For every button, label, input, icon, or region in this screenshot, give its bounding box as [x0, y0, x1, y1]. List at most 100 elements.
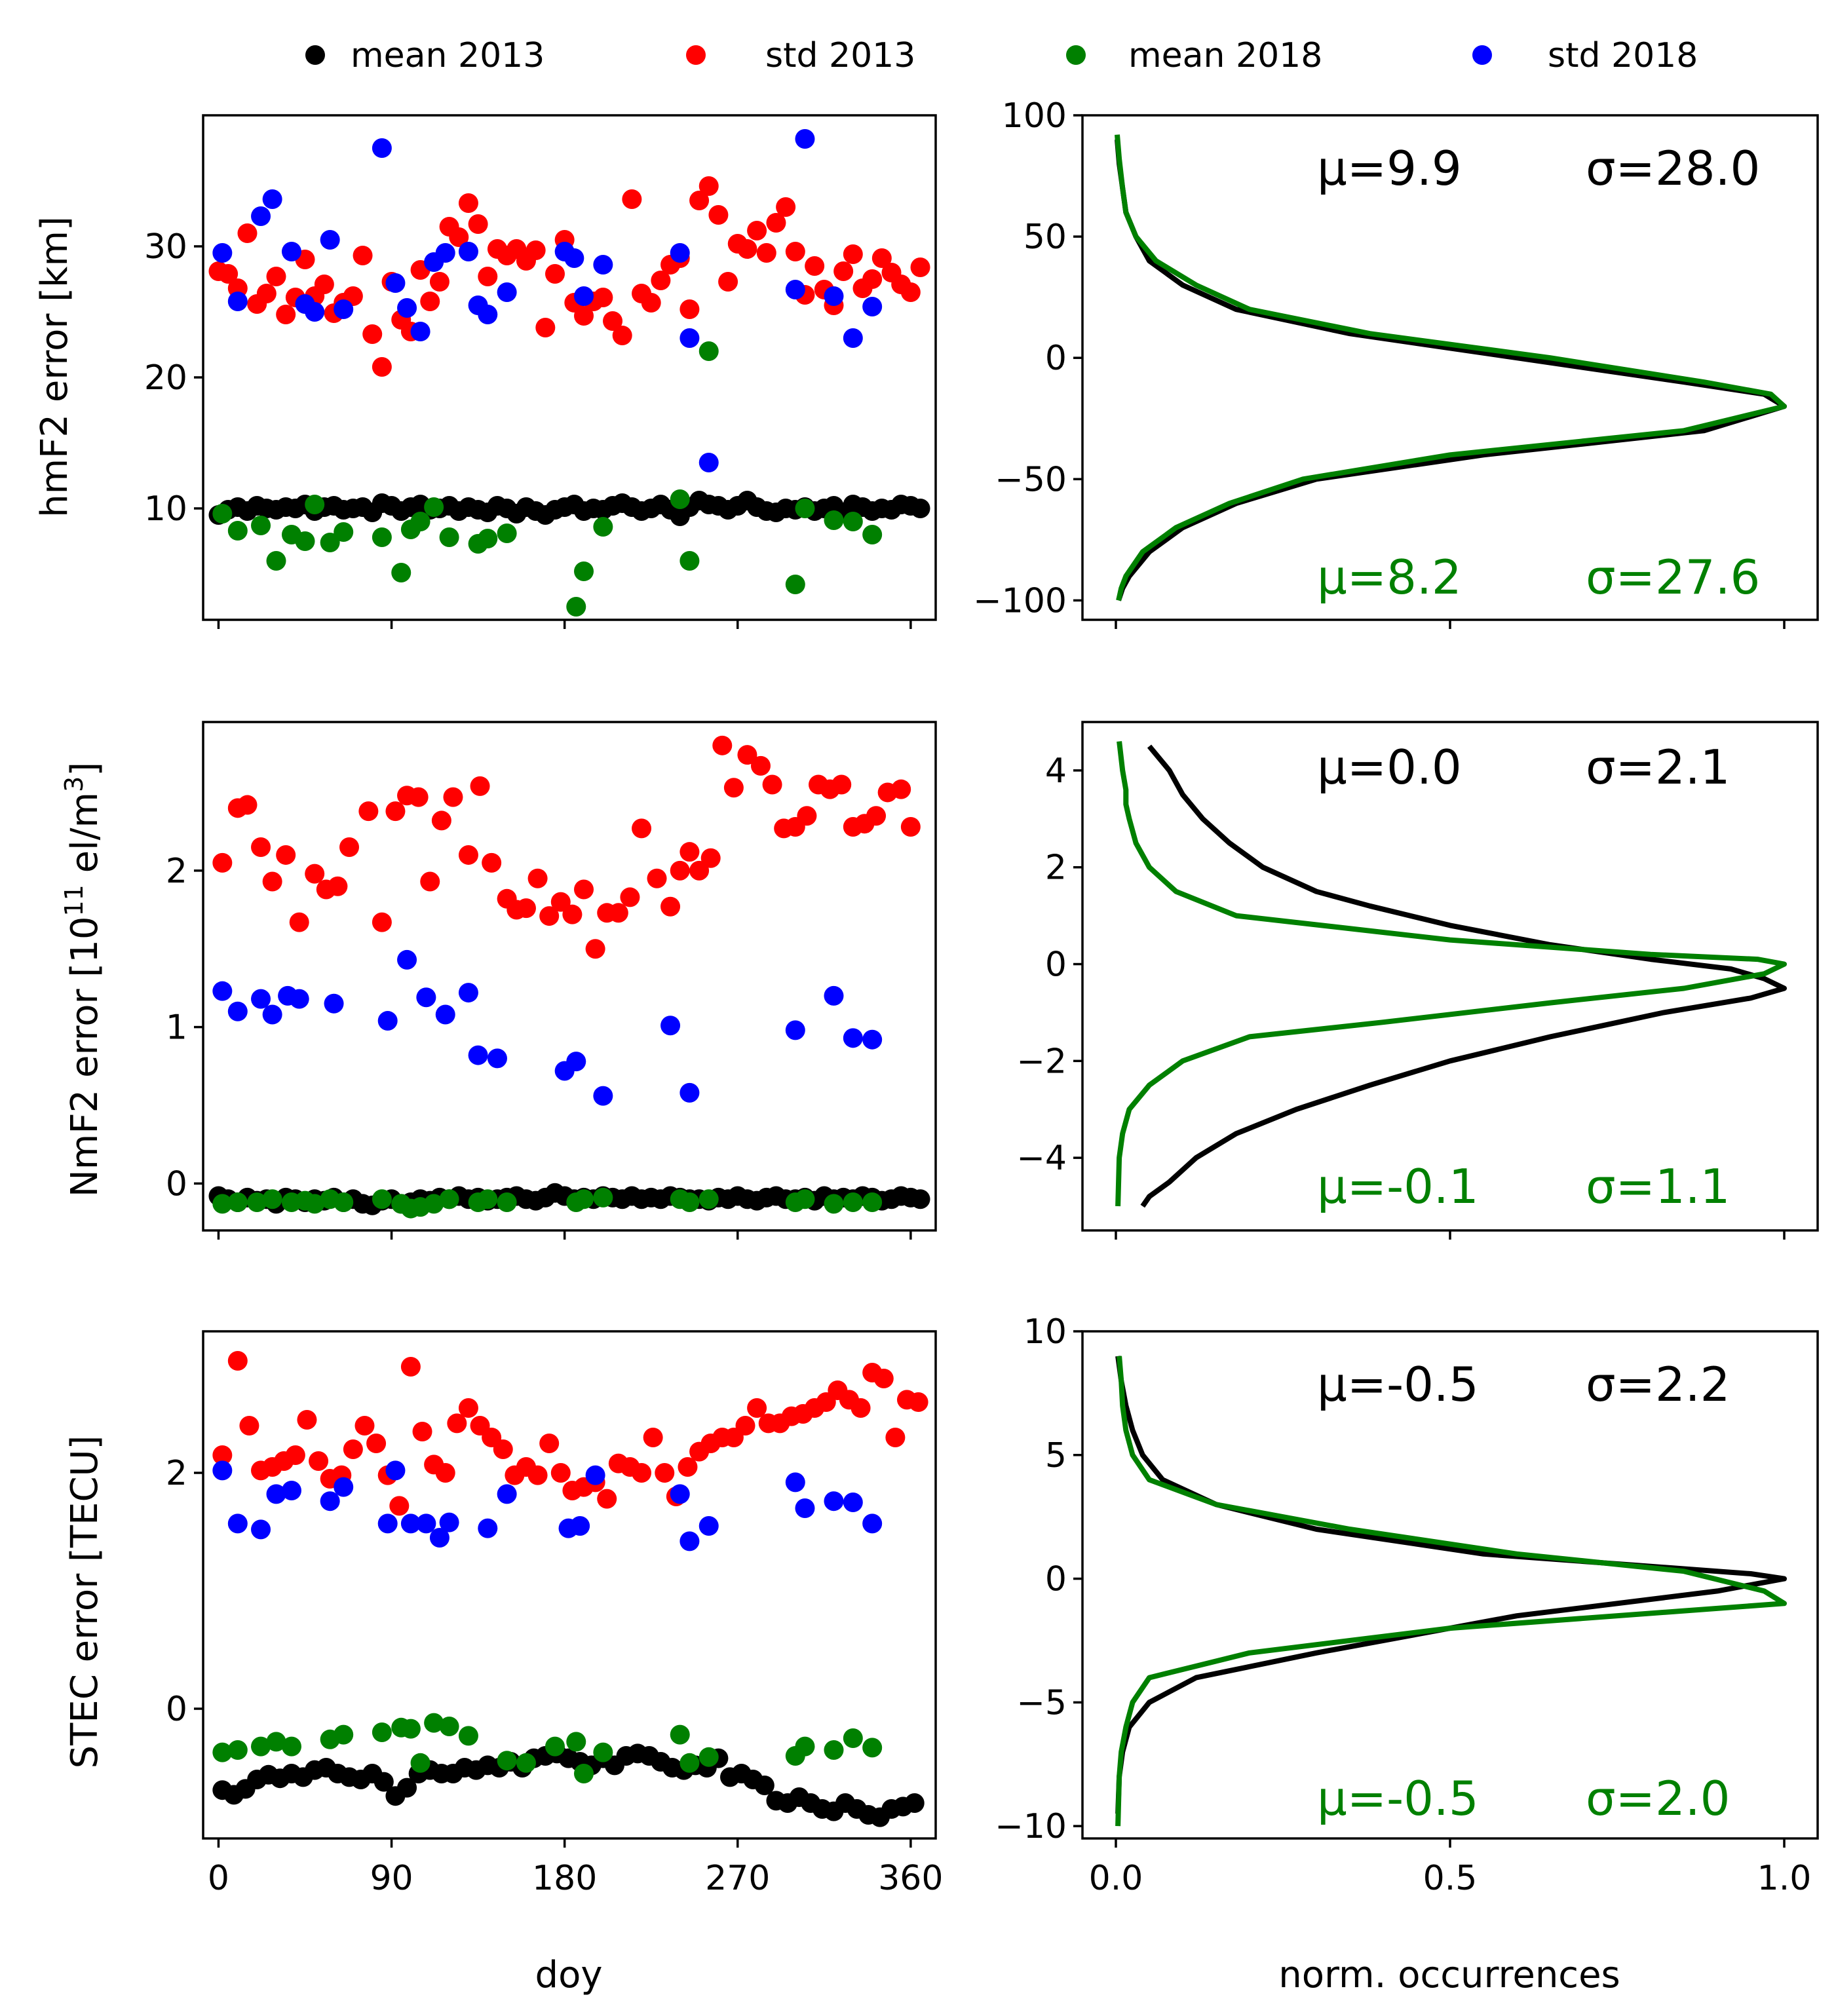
stec-scatter-point-std-2018 — [698, 1516, 719, 1536]
nmf2-scatter-point-std-2013 — [712, 735, 733, 755]
nmf2-scatter-point-mean-2013 — [910, 1189, 930, 1209]
hmf2-scatter-point-std-2013 — [785, 242, 805, 261]
hmf2-distribution-panel: −100 −50 0 50 100 μ=9.9 σ=28.0 μ=8.2 σ=27.6 — [973, 96, 1819, 629]
hmf2-scatter-series-std-2018 — [212, 129, 883, 472]
stec-dist-ytick-label: 5 — [1045, 1436, 1067, 1475]
stec-scatter-point-std-2018 — [862, 1513, 883, 1534]
stec-scatter-point-std-2013 — [227, 1351, 248, 1371]
nmf2-ylabel-end: ] — [64, 762, 106, 776]
nmf2-scatter-point-std-2013 — [620, 887, 640, 907]
hmf2-scatter-point-std-2013 — [900, 282, 921, 302]
hmf2-scatter-point-std-2018 — [564, 248, 584, 268]
nmf2-scatter-point-std-2013 — [431, 810, 451, 831]
stec-scatter-point-std-2013 — [493, 1439, 513, 1459]
hmf2-scatter-point-mean-2018 — [862, 525, 883, 544]
hmf2-scatter-frame — [202, 114, 937, 621]
stec-scatter-point-std-2018 — [227, 1513, 248, 1534]
nmf2-scatter-point-mean-2018 — [424, 1194, 444, 1214]
nmf2-scatter-point-mean-2018 — [862, 1192, 883, 1213]
nmf2-scatter-point-std-2018 — [660, 1016, 681, 1036]
nmf2-scatter-point-std-2013 — [237, 795, 258, 815]
stec-dist-ytick-label: −5 — [1016, 1683, 1067, 1722]
hmf2-scatter-point-std-2018 — [281, 242, 301, 261]
stec-scatter-panel: 0 2 0 90 180 270 360 — [166, 1330, 943, 1898]
hmf2-scatter-point-std-2018 — [305, 302, 325, 322]
stec-scatter-point-std-2018 — [570, 1516, 590, 1536]
hmf2-scatter-point-std-2013 — [545, 264, 565, 284]
nmf2-scatter-point-std-2013 — [632, 818, 652, 839]
hmf2-scatter-point-mean-2013 — [910, 499, 930, 518]
nmf2-scatter-point-mean-2018 — [497, 1192, 517, 1213]
stec-scatter-point-std-2013 — [447, 1413, 467, 1434]
nmf2-scatter-point-std-2013 — [670, 860, 690, 881]
hmf2-scatter-point-std-2013 — [766, 213, 786, 233]
nmf2-scatter-point-mean-2018 — [478, 1189, 498, 1209]
hmf2-scatter-point-std-2018 — [372, 138, 392, 158]
nmf2-scatter-point-std-2013 — [539, 906, 560, 926]
hmf2-scatter-point-mean-2018 — [843, 512, 863, 531]
nmf2-scatter-point-std-2018 — [862, 1029, 883, 1050]
nmf2-scatter-point-mean-2018 — [334, 1192, 354, 1213]
stec-scatter-point-std-2018 — [585, 1465, 605, 1485]
stec-scatter-point-std-2018 — [497, 1484, 517, 1504]
doy-xlabel: doy — [535, 1954, 603, 1996]
hmf2-scatter-point-std-2018 — [385, 273, 406, 293]
stec-scatter-point-std-2018 — [320, 1491, 340, 1512]
hmf2-scatter-point-std-2013 — [871, 248, 892, 268]
hmf2-scatter-point-mean-2018 — [266, 551, 286, 571]
stec-scatter-point-std-2013 — [297, 1410, 317, 1430]
nmf2-scatter-ytick-label: 0 — [166, 1164, 187, 1204]
nmf2-ylabel-mid: el/m — [64, 792, 106, 884]
stec-scatter-point-std-2013 — [239, 1416, 259, 1436]
nmf2-scatter-point-std-2018 — [416, 987, 436, 1008]
stec-scatter-point-mean-2013 — [904, 1793, 925, 1813]
stec-scatter-point-mean-2018 — [574, 1764, 594, 1783]
hmf2-scatter-point-std-2013 — [276, 305, 296, 324]
stec-scatter-xtick-label: 270 — [705, 1859, 770, 1898]
hmf2-scatter-point-std-2018 — [862, 297, 883, 316]
hmf2-scatter-point-std-2013 — [679, 299, 700, 319]
legend-item-mean-2018: mean 2018 — [1066, 36, 1322, 75]
nmf2-scatter-point-std-2013 — [372, 912, 392, 932]
hmf2-dist-stat-label: μ=9.9 — [1317, 141, 1462, 196]
nmf2-scatter-point-std-2013 — [679, 842, 700, 862]
nmf2-scatter-point-std-2013 — [700, 848, 721, 868]
stec-scatter-point-std-2013 — [655, 1463, 675, 1483]
nmf2-dist-stat-label: μ=0.0 — [1317, 740, 1462, 795]
hmf2-scatter-point-mean-2018 — [593, 517, 613, 537]
nmf2-scatter-point-std-2013 — [891, 779, 911, 799]
hmf2-scatter-point-std-2018 — [698, 453, 719, 472]
hmf2-scatter-point-std-2013 — [256, 284, 277, 303]
nmf2-scatter-point-std-2013 — [305, 864, 325, 884]
stec-scatter-point-mean-2018 — [497, 1751, 517, 1771]
nmf2-ylabel-exp2: 3 — [60, 776, 88, 792]
hmf2-scatter-point-std-2013 — [535, 318, 556, 337]
nmf2-scatter-point-std-2018 — [824, 985, 844, 1006]
hmf2-scatter-point-std-2013 — [612, 326, 632, 345]
stec-dist-line-2018 — [1115, 1356, 1787, 1827]
stec-scatter-point-std-2013 — [400, 1357, 421, 1377]
stec-scatter-point-mean-2018 — [281, 1736, 301, 1757]
stec-scatter-point-std-2018 — [843, 1493, 863, 1512]
hmf2-scatter-point-mean-2018 — [320, 533, 340, 552]
hmf2-scatter-point-mean-2018 — [410, 512, 430, 531]
hmf2-scatter-point-std-2013 — [756, 243, 776, 263]
nmf2-scatter-point-std-2013 — [762, 774, 782, 795]
stec-scatter-point-std-2018 — [385, 1460, 406, 1481]
nmf2-scatter-series-mean-2018 — [212, 1187, 883, 1219]
stec-scatter-point-std-2013 — [851, 1398, 871, 1418]
hmf2-dist-stat-label: σ=28.0 — [1586, 141, 1760, 196]
stec-scatter-plot-area — [212, 1351, 928, 1827]
stec-scatter-point-std-2013 — [366, 1434, 387, 1453]
stec-scatter-series-std-2018 — [212, 1460, 883, 1551]
stec-scatter-point-std-2018 — [377, 1513, 398, 1534]
nmf2-scatter-point-std-2018 — [212, 981, 233, 1001]
hmf2-scatter-point-std-2013 — [449, 227, 469, 247]
stec-scatter-point-mean-2018 — [251, 1736, 271, 1757]
nmf2-scatter-series-std-2013 — [212, 735, 921, 959]
stec-dist-ytick-label: 10 — [1023, 1312, 1067, 1352]
hmf2-scatter-point-mean-2018 — [372, 527, 392, 547]
hmf2-scatter-point-std-2018 — [397, 298, 417, 318]
stec-scatter-point-std-2018 — [670, 1484, 690, 1504]
stec-scatter-point-std-2018 — [212, 1460, 233, 1481]
